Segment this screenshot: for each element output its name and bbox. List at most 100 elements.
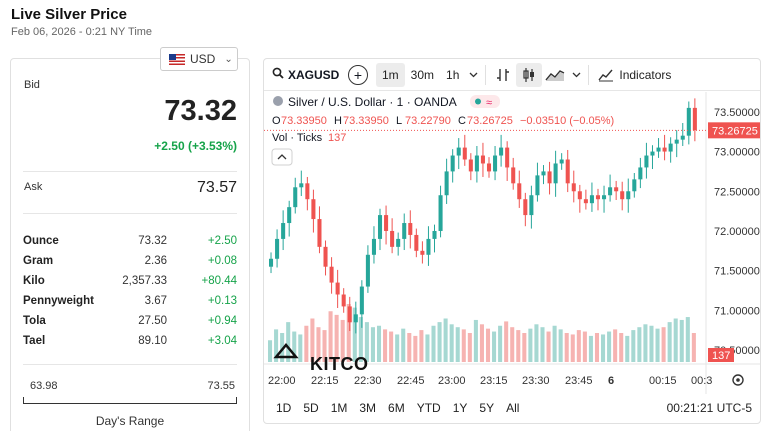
- unit-name: Gram: [23, 255, 54, 267]
- compare-add-icon[interactable]: +: [348, 64, 368, 85]
- x-tick-label: 23:30: [522, 375, 550, 387]
- x-tick-label: 22:45: [397, 375, 425, 387]
- range-button-ytd[interactable]: YTD: [416, 401, 441, 415]
- volume-bar: [685, 317, 690, 362]
- candle: [456, 147, 461, 156]
- currency-select[interactable]: USD ⌄: [160, 47, 238, 71]
- candle: [329, 266, 334, 283]
- volume-bar: [637, 327, 642, 362]
- volume-bar: [370, 327, 375, 362]
- indicators-button[interactable]: Indicators: [619, 67, 672, 82]
- candle: [614, 187, 619, 192]
- volume-bar: [540, 327, 545, 362]
- divider: [23, 364, 237, 365]
- volume-bar: [510, 327, 515, 362]
- chevron-down-icon[interactable]: [568, 63, 584, 87]
- candle: [626, 191, 631, 200]
- market-status-badge: [470, 95, 500, 108]
- candle: [680, 135, 685, 140]
- unit-price: 73.32: [138, 235, 167, 247]
- volume-bar: [467, 333, 472, 362]
- candle: [511, 167, 516, 184]
- range-button-all[interactable]: All: [506, 401, 520, 415]
- candle: [486, 163, 492, 172]
- unit-row: Gram 2.36 +0.08: [23, 251, 237, 271]
- days-range-bar: [23, 397, 237, 404]
- volume-bar: [401, 328, 406, 362]
- volume-bar: [352, 307, 357, 362]
- chevron-down-icon[interactable]: [465, 63, 481, 87]
- volume-bar: [437, 322, 442, 362]
- kitco-watermark: KITCO: [310, 354, 369, 374]
- candle: [365, 254, 370, 287]
- interval-1m[interactable]: 1m: [376, 62, 405, 87]
- x-tick-label: 22:00: [268, 375, 296, 387]
- candle: [269, 258, 274, 267]
- volume-bar: [661, 327, 666, 362]
- candle: [335, 282, 340, 295]
- volume-bar: [358, 317, 363, 362]
- candle: [577, 191, 582, 200]
- candle: [305, 183, 310, 200]
- volume-bar: [691, 333, 696, 362]
- candle: [644, 155, 649, 168]
- legend-change: −0.03510 (−0.05%): [520, 115, 614, 127]
- unit-price: 3.67: [144, 295, 167, 307]
- candle: [620, 191, 625, 200]
- area-chart-type-icon[interactable]: [542, 63, 568, 87]
- candle: [632, 179, 637, 192]
- x-tick-label: 23:15: [480, 375, 508, 387]
- chart-widget: XAGUSD + 1m 30m 1h Indicators 73.50000 73…: [263, 58, 761, 424]
- candle: [535, 175, 540, 196]
- settings-gear-icon-center: [736, 378, 740, 382]
- volume-bar: [443, 318, 448, 362]
- legend-title: Silver / U.S. Dollar · 1 · OANDA: [288, 95, 457, 109]
- volume-bar: [570, 334, 575, 362]
- volume-bar: [395, 334, 400, 362]
- y-tick-label: 73.50000: [714, 107, 760, 119]
- x-tick-label: 22:30: [354, 375, 382, 387]
- volume-bar: [643, 324, 648, 362]
- collapse-legend-button[interactable]: [271, 148, 293, 166]
- candle: [275, 238, 280, 259]
- candles-chart-type-icon[interactable]: [516, 62, 543, 87]
- symbol-search[interactable]: XAGUSD: [264, 67, 342, 82]
- volume-bar: [498, 325, 503, 362]
- interval-1h[interactable]: 1h: [446, 67, 460, 82]
- volume-bar: [431, 325, 436, 362]
- volume-bar: [280, 333, 285, 362]
- candle: [299, 183, 304, 188]
- days-range-high: 73.55: [207, 380, 235, 392]
- volume-bar: [346, 304, 351, 362]
- interval-30m[interactable]: 30m: [410, 67, 435, 82]
- unit-row: Kilo 2,357.33 +80.44: [23, 271, 237, 291]
- unit-name: Tola: [23, 315, 46, 327]
- volume-bar: [534, 324, 539, 362]
- candle: [571, 183, 576, 192]
- candle: [674, 139, 679, 144]
- price-panel: Bid 73.32 +2.50 (+3.53%) Ask 73.57 Ounce…: [10, 58, 250, 431]
- range-button-5d[interactable]: 5D: [303, 401, 319, 415]
- candle: [317, 219, 322, 247]
- unit-name: Ounce: [23, 235, 59, 247]
- range-button-1y[interactable]: 1Y: [452, 401, 468, 415]
- indicators-icon[interactable]: [593, 63, 619, 87]
- range-button-5y[interactable]: 5Y: [479, 401, 495, 415]
- candle: [414, 234, 419, 251]
- range-button-3m[interactable]: 3M: [359, 401, 377, 415]
- settings-gear-icon[interactable]: [732, 374, 744, 386]
- candle: [692, 107, 697, 131]
- candle: [589, 195, 594, 204]
- price-chart[interactable]: 73.50000 73.00000 72.50000 72.00000 71.50000…: [264, 92, 761, 394]
- range-button-1d[interactable]: 1D: [276, 401, 292, 415]
- volume-bar: [619, 333, 624, 362]
- volume-bar: [673, 318, 678, 362]
- approx-icon: ≈: [486, 97, 492, 109]
- bar-chart-type-icon[interactable]: [490, 63, 516, 87]
- range-button-6m[interactable]: 6M: [388, 401, 405, 415]
- unit-row: Tael 89.10 +3.04: [23, 331, 237, 351]
- candle: [311, 199, 316, 220]
- candle: [450, 155, 455, 172]
- range-button-1m[interactable]: 1M: [330, 401, 348, 415]
- candle: [426, 238, 431, 255]
